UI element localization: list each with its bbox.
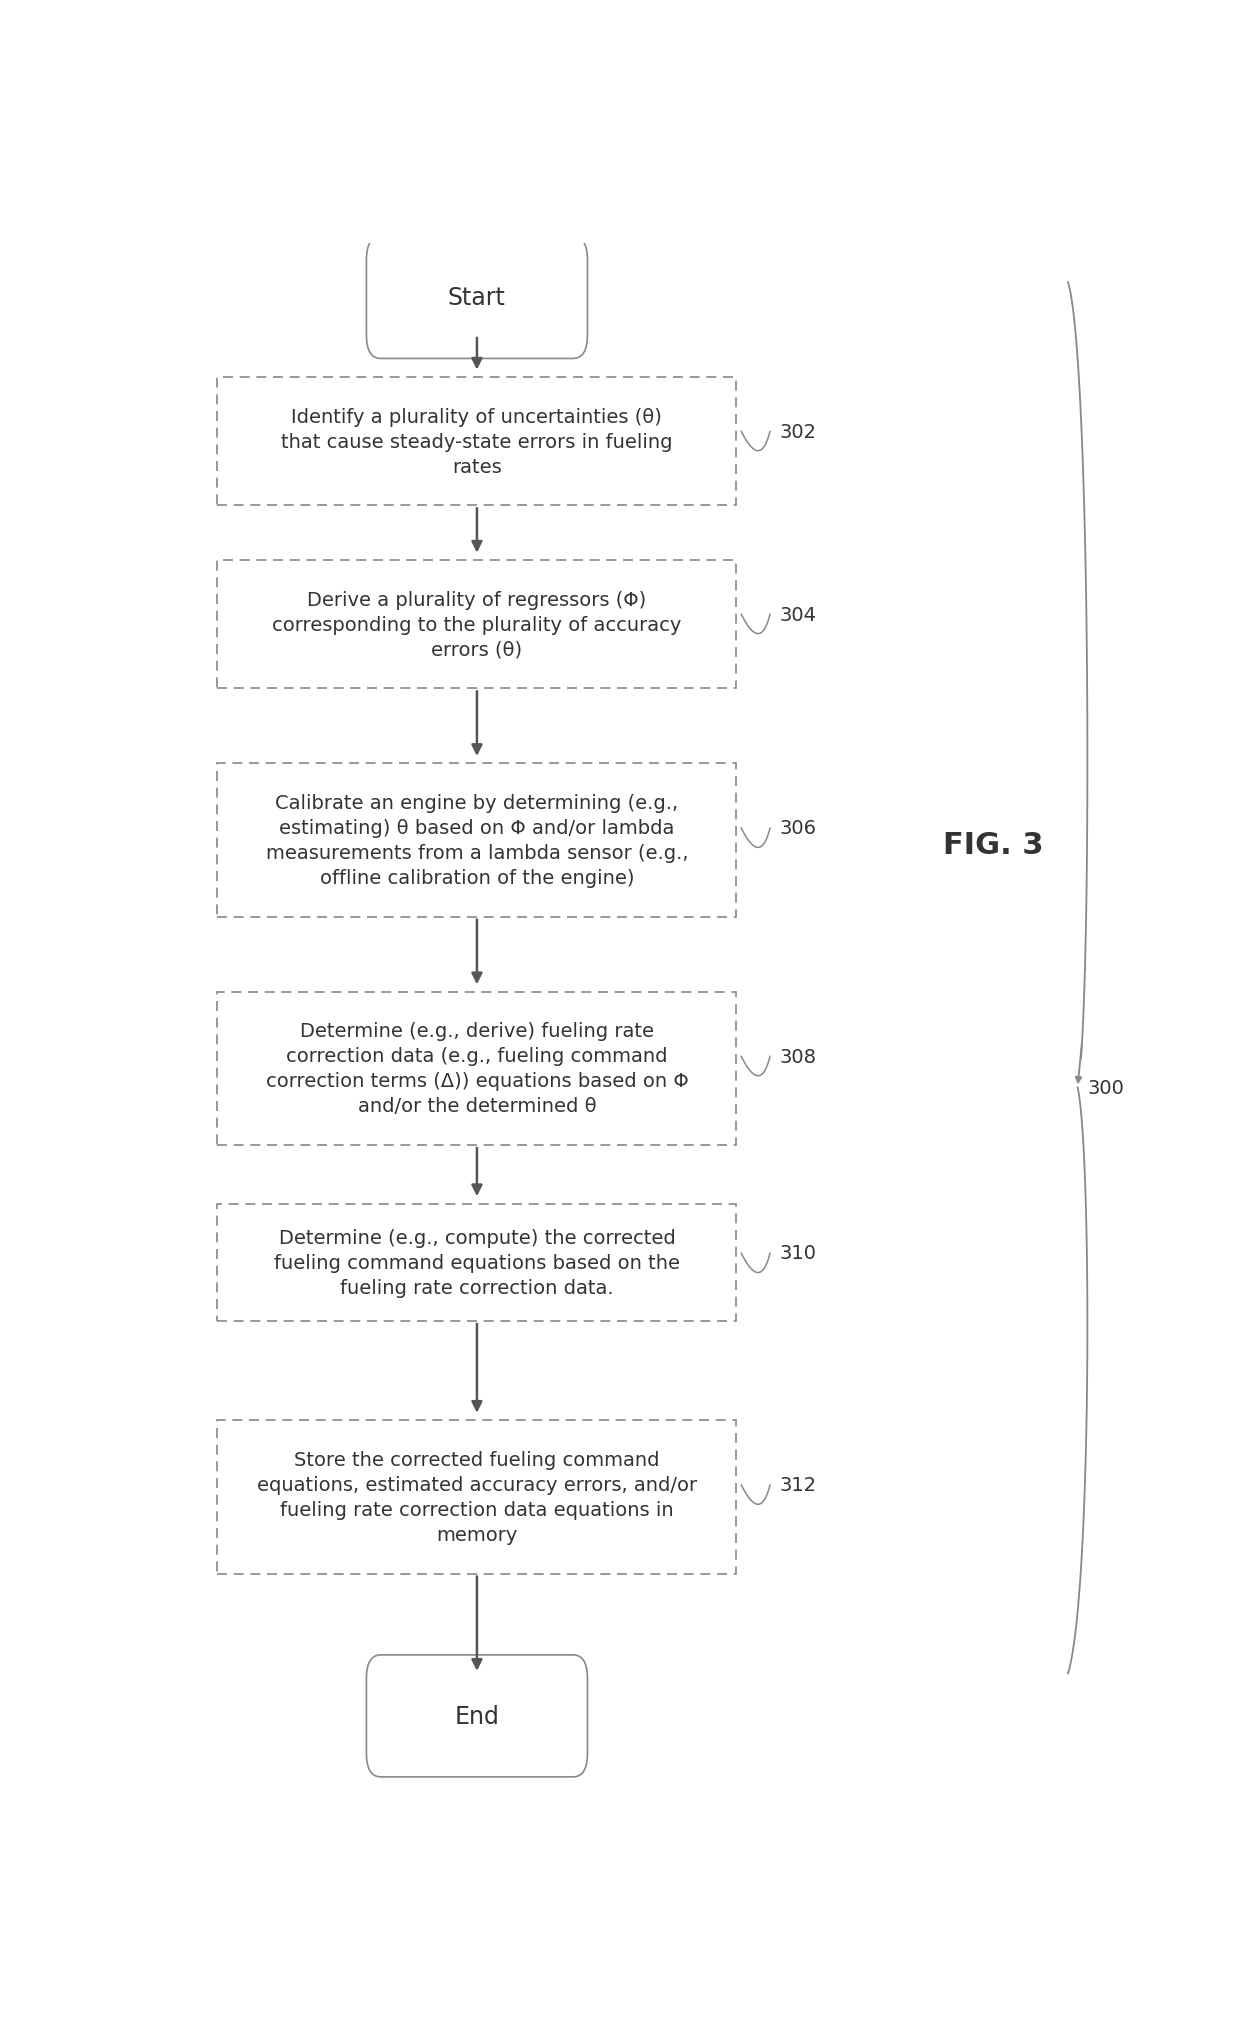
- FancyBboxPatch shape: [367, 1654, 588, 1776]
- FancyBboxPatch shape: [217, 763, 737, 918]
- FancyBboxPatch shape: [217, 1204, 737, 1322]
- Text: End: End: [455, 1703, 500, 1728]
- Text: Determine (e.g., compute) the corrected
fueling command equations based on the
f: Determine (e.g., compute) the corrected …: [274, 1228, 680, 1297]
- Text: Identify a plurality of uncertainties (θ)
that cause steady-state errors in fuel: Identify a plurality of uncertainties (θ…: [281, 408, 672, 477]
- Text: 304: 304: [780, 605, 817, 625]
- Text: Determine (e.g., derive) fueling rate
correction data (e.g., fueling command
cor: Determine (e.g., derive) fueling rate co…: [265, 1021, 688, 1116]
- FancyBboxPatch shape: [217, 1421, 737, 1573]
- FancyBboxPatch shape: [217, 993, 737, 1145]
- Text: Derive a plurality of regressors (Φ)
corresponding to the plurality of accuracy
: Derive a plurality of regressors (Φ) cor…: [273, 591, 682, 660]
- Text: 308: 308: [780, 1047, 817, 1066]
- Text: 306: 306: [780, 818, 817, 838]
- Text: Start: Start: [448, 286, 506, 311]
- Text: 312: 312: [780, 1476, 817, 1494]
- Text: 310: 310: [780, 1244, 817, 1263]
- FancyBboxPatch shape: [217, 378, 737, 505]
- Text: 302: 302: [780, 422, 817, 441]
- Text: 300: 300: [1087, 1078, 1123, 1096]
- Text: Calibrate an engine by determining (e.g.,
estimating) θ based on Φ and/or lambda: Calibrate an engine by determining (e.g.…: [265, 794, 688, 887]
- Text: FIG. 3: FIG. 3: [942, 830, 1044, 861]
- Text: Store the corrected fueling command
equations, estimated accuracy errors, and/or: Store the corrected fueling command equa…: [257, 1449, 697, 1545]
- FancyBboxPatch shape: [217, 560, 737, 688]
- FancyBboxPatch shape: [367, 238, 588, 359]
